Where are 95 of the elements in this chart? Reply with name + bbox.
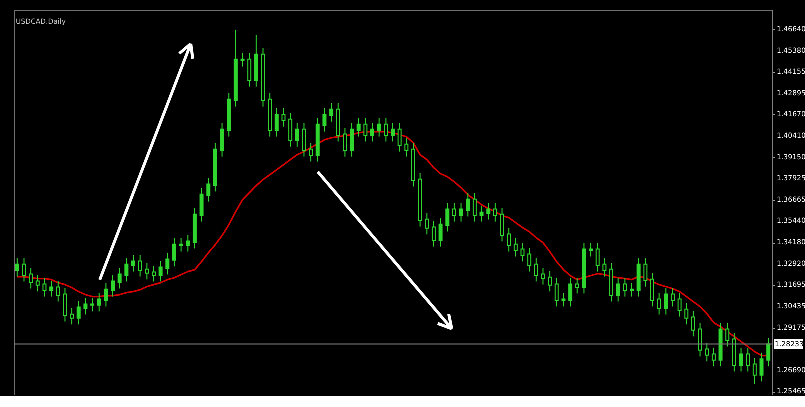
candlestick [486,202,491,220]
candlestick [562,292,566,308]
candlestick [240,52,245,68]
candlestick [746,347,750,372]
candlestick [309,142,314,162]
candlestick [384,118,388,142]
candlestick [36,274,40,292]
candlestick [138,254,142,278]
candlestick [220,122,224,158]
candlestick [288,112,293,148]
candlestick [548,270,552,292]
candlestick [691,310,696,338]
candlestick [650,272,654,308]
candlestick [575,277,580,294]
candlestick [398,122,402,152]
candlestick [42,277,47,298]
candlestick [186,234,190,252]
candlestick [480,206,484,222]
candlestick [678,292,682,318]
candlestick [84,297,88,316]
candlestick [179,238,184,252]
candlestick [664,288,668,316]
candlestick [118,268,122,290]
candlestick [166,252,170,276]
candlestick [172,238,176,268]
candlestick [302,122,306,158]
candlestick [377,118,382,138]
candlestick [330,102,334,122]
candlestick [22,258,26,282]
candlestick [425,212,430,236]
candlestick [158,260,163,282]
candlestick [760,352,764,382]
candlestick [446,202,450,232]
candlestick [432,220,436,248]
candlestick [97,292,102,312]
candlestick [752,358,757,385]
candlestick [50,280,54,298]
candlestick [90,297,95,312]
candlestick [568,277,573,308]
candlestick [145,262,150,280]
candlestick [766,338,771,368]
candlestick [248,52,252,88]
candlestick [514,238,518,258]
candlestick [15,258,20,278]
candlestick [500,208,504,242]
candlestick [554,277,559,308]
candlestick [466,192,470,218]
candlestick [343,128,348,158]
candlestick [63,288,68,322]
candlestick [459,202,464,222]
candlestick [630,282,634,298]
candlestick [528,248,532,272]
candlestick [698,322,702,358]
candlestick [493,202,498,222]
candlestick [507,227,512,252]
candlestick [438,218,443,248]
candlestick [602,258,607,278]
candlestick [206,178,211,202]
candlestick [76,300,81,326]
candlestick [322,108,327,132]
candlestick [472,192,477,222]
candlestick [534,258,538,282]
candlestick [589,242,594,258]
candlestick [404,138,409,158]
candlestick [29,268,34,290]
candlestick [541,268,546,286]
candlestick [364,118,368,142]
candlestick [623,277,628,298]
candlestick [644,258,648,288]
candlestick [520,242,525,262]
candlestick [616,277,620,302]
candlestick [452,202,456,222]
candlestick [370,122,375,142]
candlestick [657,292,662,316]
candlestick [282,108,286,128]
candlestick [670,288,675,308]
candlestick [391,122,395,142]
candlestick [200,188,204,222]
candlestick [152,265,156,282]
candlestick [705,342,710,362]
candlestick [684,302,689,326]
candlestick [132,254,136,272]
candlestick [356,118,361,138]
candlestick [70,308,74,326]
candlestick [739,347,744,372]
candlestick [726,322,730,348]
candlestick [350,122,354,158]
candlestick [596,242,600,272]
candlestick [712,347,716,368]
candlestick [56,280,60,302]
candlestick [104,282,108,308]
candlestick [111,274,116,298]
candlestick [274,108,279,138]
candlestick [295,122,300,148]
candlestick [124,258,129,282]
